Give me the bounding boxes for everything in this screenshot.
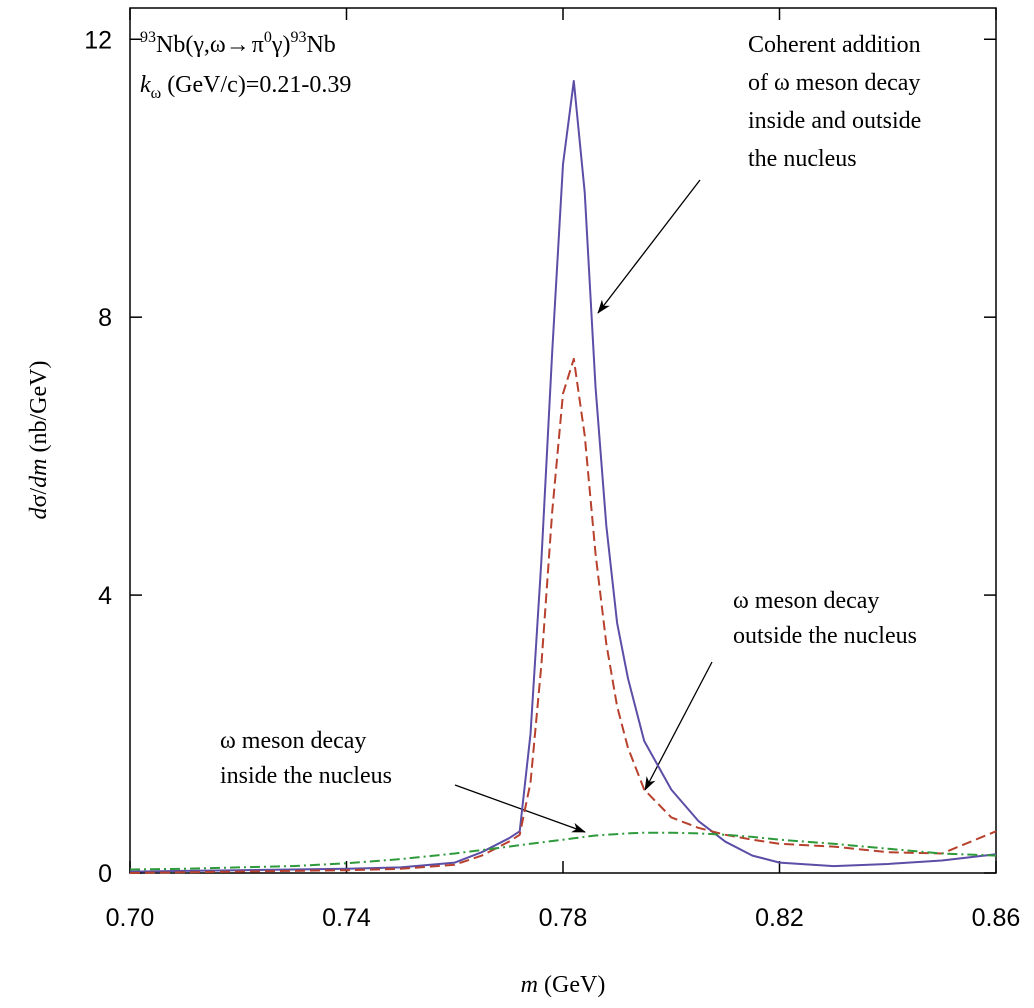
series-line xyxy=(129,80,997,873)
text-part: (GeV) xyxy=(538,972,605,998)
arrow xyxy=(644,661,713,791)
text-part: π xyxy=(252,32,264,58)
x-tick-label: 0.70 xyxy=(106,904,155,932)
y-tick-label: 0 xyxy=(98,860,112,888)
x-tick-label: 0.82 xyxy=(755,904,804,932)
text-part: 0 xyxy=(264,29,272,46)
x-tick-label: 0.86 xyxy=(972,904,1021,932)
text-part: Nb xyxy=(306,32,335,58)
text-part: → xyxy=(226,32,250,58)
annotation: Coherent addition xyxy=(748,32,921,58)
arrow xyxy=(597,179,701,314)
text-part: 93 xyxy=(140,29,156,46)
x-tick-label: 0.78 xyxy=(539,904,588,932)
annotation: inside and outside xyxy=(748,108,921,134)
text-part: k xyxy=(140,72,151,98)
series-line xyxy=(129,831,997,871)
series-line xyxy=(129,357,997,874)
text-part: γ) xyxy=(271,32,291,58)
chart-subtitle: kω (GeV/c)=0.21-0.39 xyxy=(140,72,351,102)
x-tick-label: 0.74 xyxy=(322,904,371,932)
text-part: Nb(γ,ω xyxy=(156,32,226,58)
annotation: the nucleus xyxy=(748,146,857,172)
x-axis-label: m (GeV) xyxy=(521,972,606,998)
y-tick-label: 12 xyxy=(84,26,112,54)
y-tick-label: 8 xyxy=(98,304,112,332)
text-part: (nb/GeV) xyxy=(26,361,52,459)
arrow xyxy=(454,784,586,833)
annotation: of ω meson decay xyxy=(748,70,920,96)
annotation: ω meson decay xyxy=(733,588,879,614)
text-part: σ/ xyxy=(26,488,52,508)
text-part: d xyxy=(26,506,52,519)
text-part: m xyxy=(521,972,538,998)
annotation: ω meson decay xyxy=(220,728,366,754)
chart-title: 93Nb(γ,ω→π0γ)93Nb xyxy=(140,29,336,58)
annotation: inside the nucleus xyxy=(220,763,392,789)
text-part: (GeV/c)=0.21-0.39 xyxy=(161,72,351,98)
text-part: ω xyxy=(151,85,162,102)
text-part: 93 xyxy=(290,29,306,46)
y-tick-label: 4 xyxy=(98,582,112,610)
y-axis-label: dσ/dm (nb/GeV) xyxy=(26,361,52,520)
text-part: dm xyxy=(26,459,52,488)
annotation: outside the nucleus xyxy=(733,623,917,649)
